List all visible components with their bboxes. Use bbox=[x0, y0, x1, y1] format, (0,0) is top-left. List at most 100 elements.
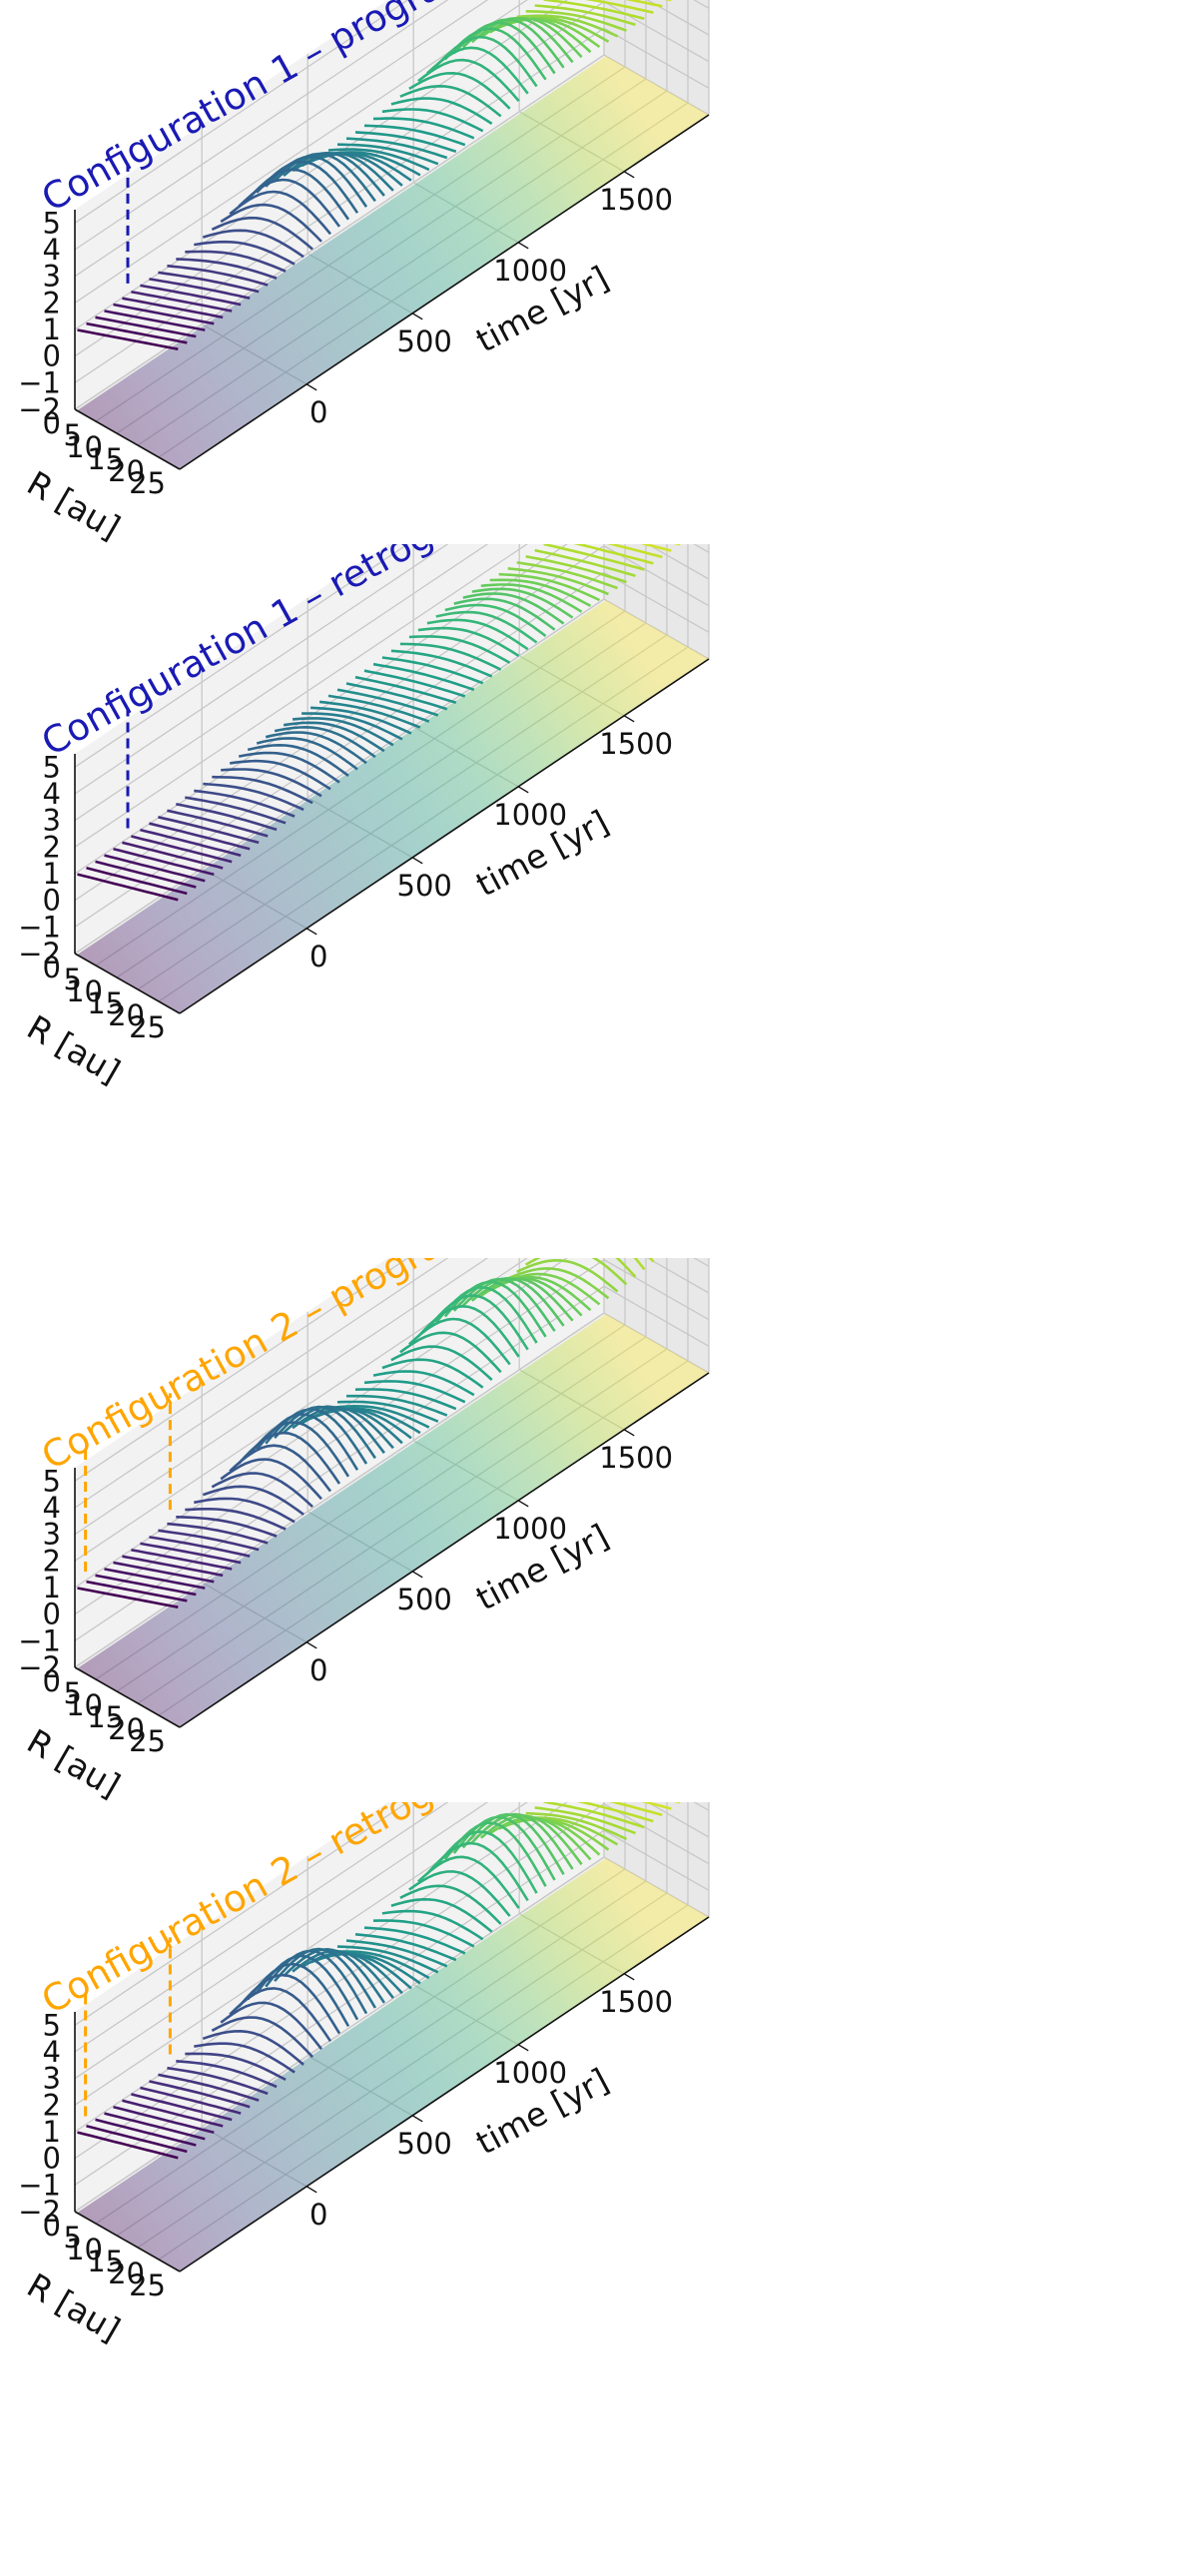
curve-32 bbox=[363, 669, 466, 698]
curve-27 bbox=[318, 700, 421, 729]
curve-44 bbox=[471, 587, 574, 619]
curve-53 bbox=[585, 0, 654, 14]
z-tick-label: 4 bbox=[43, 233, 61, 267]
curve-13 bbox=[194, 240, 296, 266]
curve-49 bbox=[516, 561, 618, 590]
r-tick-label: 5 bbox=[64, 2221, 82, 2254]
curve-49 bbox=[516, 14, 619, 38]
curve-15 bbox=[212, 775, 313, 805]
curve-46 bbox=[489, 1816, 592, 1861]
z-tick-label: −1 bbox=[18, 1623, 61, 1657]
curve-18 bbox=[238, 178, 341, 228]
curve-16 bbox=[220, 2001, 323, 2051]
curve-41 bbox=[444, 603, 547, 638]
curve-13 bbox=[194, 2042, 296, 2074]
curve-5 bbox=[122, 841, 224, 870]
curve-25 bbox=[300, 1951, 403, 1995]
curve-30 bbox=[345, 682, 448, 711]
curve-36 bbox=[399, 642, 502, 671]
axis-lines bbox=[74, 114, 710, 470]
curve-49 bbox=[516, 1258, 619, 1293]
curve-9 bbox=[158, 816, 260, 845]
curve-7 bbox=[140, 284, 242, 307]
r-tick-label: 5 bbox=[64, 1676, 82, 1710]
x-tick-label: 500 bbox=[397, 1583, 452, 1616]
curve-50 bbox=[525, 10, 627, 32]
x-tick-label: 500 bbox=[397, 2127, 452, 2161]
z-tick-label: −2 bbox=[18, 1650, 61, 1684]
curve-14 bbox=[202, 2030, 304, 2066]
curve-43 bbox=[461, 1276, 565, 1327]
floor-shadow bbox=[77, 600, 710, 1013]
waterfall-curves bbox=[77, 0, 672, 350]
curve-35 bbox=[390, 1345, 493, 1381]
curve-30 bbox=[345, 137, 448, 160]
curve-1 bbox=[86, 1580, 188, 1603]
curve-31 bbox=[354, 131, 457, 153]
curve-9 bbox=[158, 1529, 260, 1552]
z-tick-label: 5 bbox=[43, 750, 61, 784]
z-tick-label: 0 bbox=[43, 1598, 61, 1631]
curve-15 bbox=[211, 2016, 314, 2058]
curve-46 bbox=[489, 578, 592, 607]
curve-50 bbox=[525, 1811, 628, 1841]
r-tick-label: 10 bbox=[66, 2233, 103, 2266]
x-tick-label: 1000 bbox=[493, 1512, 567, 1546]
curve-6 bbox=[131, 835, 233, 864]
z-axis-label: inclination [°] bbox=[0, 2000, 3, 2224]
z-tick-label: 4 bbox=[43, 2035, 61, 2069]
curve-3 bbox=[104, 2112, 206, 2141]
curve-39 bbox=[425, 1294, 529, 1351]
z-axis-label: inclination [°] bbox=[0, 1456, 3, 1679]
curve-38 bbox=[416, 1304, 520, 1358]
z-tick-label: −1 bbox=[18, 365, 61, 399]
curve-36 bbox=[399, 1331, 502, 1374]
curve-15 bbox=[211, 1472, 313, 1509]
curve-48 bbox=[507, 1267, 610, 1300]
curve-17 bbox=[229, 190, 331, 236]
curve-19 bbox=[247, 168, 350, 221]
curve-38 bbox=[417, 626, 520, 658]
curve-2 bbox=[95, 860, 197, 889]
r-tick-label: 25 bbox=[129, 1724, 166, 1758]
curve-38 bbox=[417, 1855, 520, 1909]
waterfall-curves bbox=[77, 1258, 655, 1609]
curve-14 bbox=[202, 229, 304, 259]
r-tick-label: 0 bbox=[43, 951, 61, 984]
curve-16 bbox=[220, 1458, 322, 1501]
curve-35 bbox=[390, 649, 493, 678]
curve-13 bbox=[194, 789, 296, 818]
curve-7 bbox=[140, 1542, 242, 1565]
curve-21 bbox=[265, 731, 367, 765]
curve-55 bbox=[640, 544, 672, 552]
curve-4 bbox=[113, 1561, 215, 1584]
curve-14 bbox=[202, 1485, 304, 1516]
axis-lines bbox=[74, 658, 710, 1014]
r-tick-label: 25 bbox=[129, 2268, 166, 2302]
x-tick-label: 500 bbox=[397, 869, 452, 903]
z-tick-label: 5 bbox=[43, 206, 61, 240]
r-tick-label: 20 bbox=[108, 1712, 145, 1746]
z-tick-label: 1 bbox=[43, 313, 61, 346]
curve-0 bbox=[77, 2131, 179, 2160]
curve-12 bbox=[185, 1508, 287, 1531]
curve-16 bbox=[220, 203, 322, 243]
z-tick-label: 0 bbox=[43, 339, 61, 373]
curve-38 bbox=[417, 58, 520, 102]
curve-34 bbox=[381, 108, 484, 133]
x-tick-label: 1500 bbox=[599, 1985, 673, 2019]
curve-8 bbox=[149, 1536, 251, 1558]
curve-19 bbox=[247, 1962, 350, 2028]
curve-32 bbox=[363, 124, 466, 147]
curve-12 bbox=[185, 2052, 287, 2082]
curve-24 bbox=[292, 152, 394, 192]
curve-12 bbox=[185, 250, 287, 273]
curve-10 bbox=[167, 1522, 269, 1545]
curve-11 bbox=[176, 2060, 278, 2089]
z-tick-label: 2 bbox=[43, 2088, 61, 2122]
curve-34 bbox=[381, 1358, 484, 1389]
x-tick-label: 0 bbox=[309, 940, 327, 973]
axis-lines bbox=[74, 1372, 710, 1728]
r-tick-label: 15 bbox=[87, 1700, 124, 1734]
curve-45 bbox=[480, 583, 583, 613]
